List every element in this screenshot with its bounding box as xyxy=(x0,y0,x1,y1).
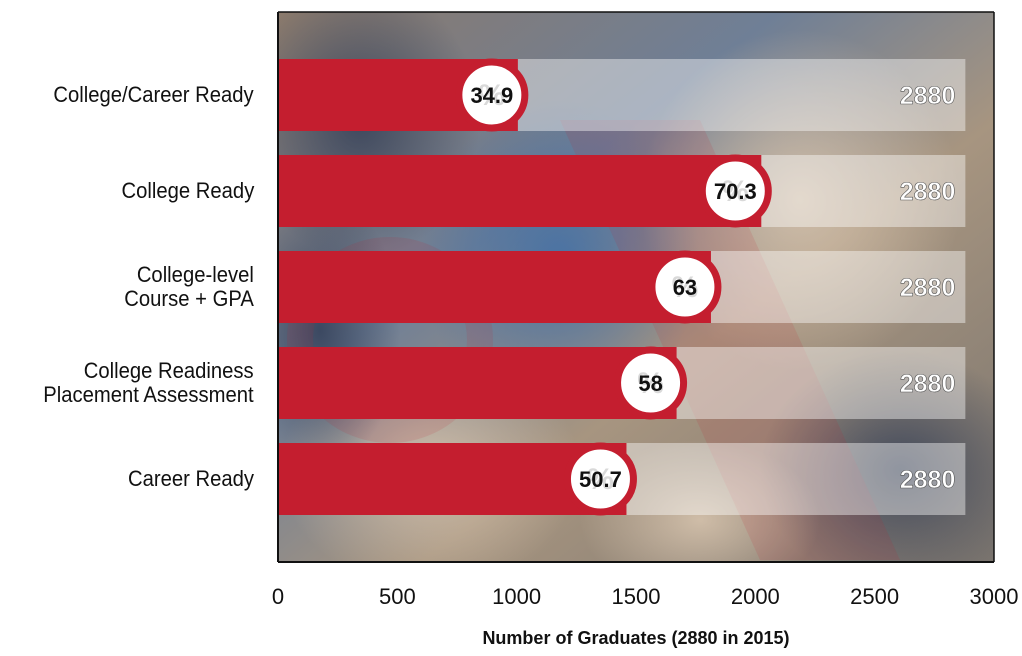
category-label: College Ready xyxy=(121,179,254,203)
category-label-line: Course + GPA xyxy=(124,286,254,311)
percent-sign-watermark: % xyxy=(587,463,614,496)
category-label-line: Career Ready xyxy=(128,466,254,491)
percent-label: 34.9 xyxy=(470,83,513,108)
x-tick-label: 500 xyxy=(378,584,416,609)
x-axis-label: Number of Graduates (2880 in 2015) xyxy=(482,628,790,648)
percent-badge xyxy=(563,442,637,516)
axes xyxy=(277,11,995,563)
value-bar xyxy=(278,155,762,227)
percent-badge xyxy=(698,154,772,228)
bars-layer: %34.9 2880%70.3 2880%63 2880%58 2880%50.7 288… xyxy=(278,58,966,516)
x-tick-label: 1500 xyxy=(611,584,661,609)
percent-sign-watermark: % xyxy=(722,175,749,208)
total-label: 2880 xyxy=(900,370,956,398)
percent-label: 70.3 xyxy=(714,179,757,204)
x-tick-label: 0 xyxy=(271,584,285,609)
category-label: College Readiness Placement Assessment xyxy=(44,359,254,407)
value-bar xyxy=(278,251,711,323)
category-label-line: College Ready xyxy=(121,178,254,203)
percent-label: 58 xyxy=(638,371,662,396)
percent-sign-watermark: % xyxy=(479,79,506,112)
percent-sign-watermark: % xyxy=(672,271,699,304)
total-label: 2880 xyxy=(900,82,956,110)
category-label-line: Placement Assessment xyxy=(43,382,254,407)
percent-badge xyxy=(648,250,722,324)
category-label-line: College Readiness xyxy=(84,358,254,383)
x-tick-label: 2500 xyxy=(850,584,900,609)
category-label: Career Ready xyxy=(128,467,254,491)
total-label: 2880 xyxy=(900,274,956,302)
percent-badge xyxy=(614,346,688,420)
category-label-line: College-level xyxy=(136,262,254,287)
x-tick-label: 2000 xyxy=(730,584,780,609)
percent-sign-watermark: % xyxy=(637,367,664,400)
category-label-line: College/Career Ready xyxy=(53,82,254,107)
total-label: 2880 xyxy=(900,178,956,206)
percent-label: 50.7 xyxy=(579,467,622,492)
x-tick-label: 3000 xyxy=(969,584,1019,609)
x-tick-label: 1000 xyxy=(492,584,542,609)
category-label: College/Career Ready xyxy=(54,83,254,107)
total-label: 2880 xyxy=(900,466,956,494)
percent-badge xyxy=(455,58,529,132)
value-bar xyxy=(278,347,677,419)
category-label: College-level Course + GPA xyxy=(124,263,254,311)
percent-label: 63 xyxy=(673,275,697,300)
